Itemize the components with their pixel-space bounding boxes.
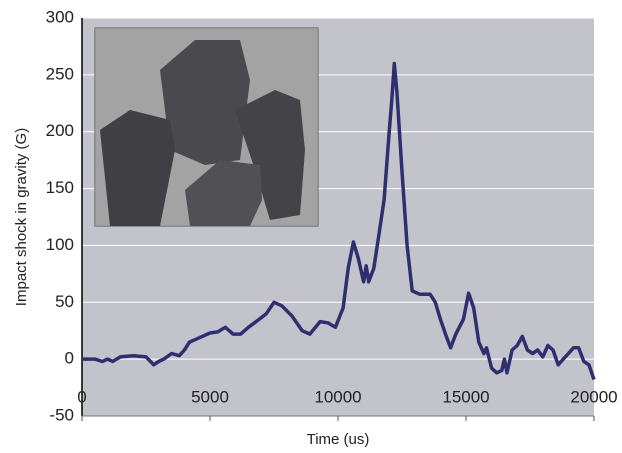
y-tick-label: 150 (46, 178, 74, 197)
x-tick-label: 0 (77, 387, 86, 406)
x-tick-label: 10000 (314, 387, 361, 406)
inset-photo (95, 28, 318, 226)
y-tick-label: 50 (55, 292, 74, 311)
y-tick-label: 200 (46, 121, 74, 140)
page: {"chart_data": {"type": "line", "xlabel"… (0, 0, 622, 453)
x-tick-label: 20000 (570, 387, 617, 406)
y-tick-label: 0 (65, 349, 74, 368)
y-tick-label: 300 (46, 7, 74, 26)
x-tick-label: 5000 (191, 387, 229, 406)
y-tick-label: -50 (49, 405, 74, 424)
y-axis-title: Impact shock in gravity (G) (13, 128, 30, 306)
y-tick-label: 100 (46, 235, 74, 254)
y-tick-label: 250 (46, 64, 74, 83)
chart: -500501001502002503000500010000150002000… (0, 0, 622, 453)
x-axis-title: Time (us) (307, 431, 370, 448)
x-tick-label: 15000 (442, 387, 489, 406)
